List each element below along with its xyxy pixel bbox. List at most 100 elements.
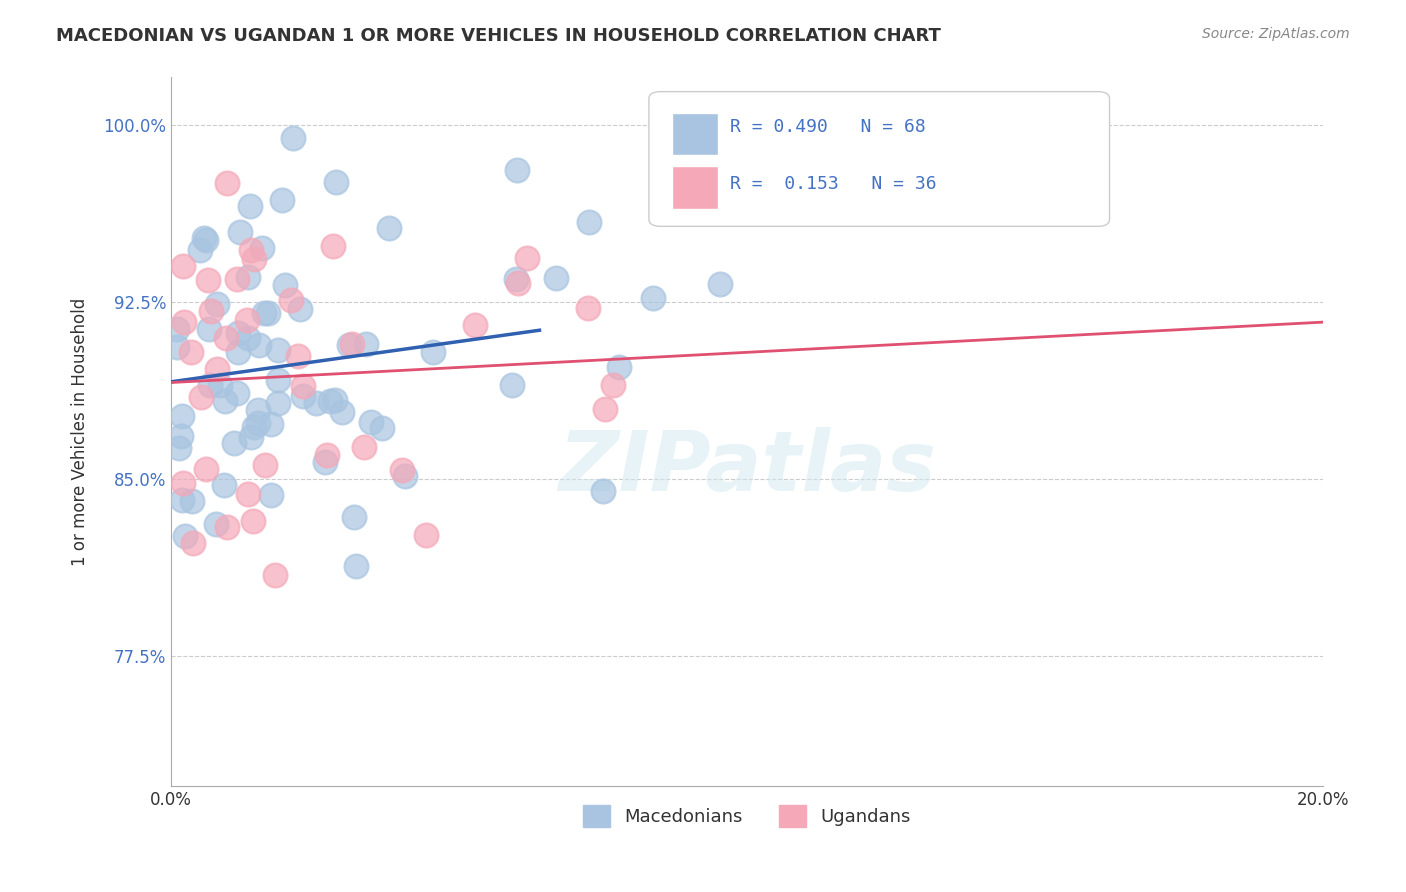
- Point: [170, 429, 193, 443]
- Point: [267, 373, 290, 387]
- Text: Source: ZipAtlas.com: Source: ZipAtlas.com: [1202, 27, 1350, 41]
- Point: [274, 278, 297, 293]
- Point: [194, 233, 217, 247]
- Point: [172, 409, 194, 423]
- Point: [516, 252, 538, 266]
- Point: [243, 420, 266, 434]
- Point: [292, 389, 315, 403]
- Point: [217, 177, 239, 191]
- Point: [181, 535, 204, 549]
- Legend: Macedonians, Ugandans: Macedonians, Ugandans: [575, 797, 918, 834]
- Point: [238, 487, 260, 501]
- Point: [271, 193, 294, 207]
- Text: R = 0.490   N = 68: R = 0.490 N = 68: [730, 118, 925, 136]
- Point: [422, 344, 444, 359]
- Point: [180, 344, 202, 359]
- Point: [576, 301, 599, 316]
- Y-axis label: 1 or more Vehicles in Household: 1 or more Vehicles in Household: [72, 298, 89, 566]
- Point: [193, 230, 215, 244]
- Point: [239, 199, 262, 213]
- Point: [343, 509, 366, 524]
- Point: [464, 318, 486, 332]
- Point: [198, 378, 221, 392]
- Point: [242, 514, 264, 528]
- Point: [709, 277, 731, 291]
- Point: [197, 273, 219, 287]
- Bar: [672, 113, 718, 155]
- Point: [257, 306, 280, 320]
- Point: [166, 322, 188, 336]
- Point: [370, 421, 392, 435]
- Point: [316, 448, 339, 462]
- Point: [180, 494, 202, 508]
- Point: [391, 463, 413, 477]
- Point: [226, 326, 249, 341]
- Point: [290, 301, 312, 316]
- Point: [167, 441, 190, 455]
- Point: [378, 220, 401, 235]
- Point: [266, 396, 288, 410]
- Point: [353, 440, 375, 454]
- Point: [280, 293, 302, 307]
- Point: [166, 340, 188, 354]
- Point: [194, 462, 217, 476]
- Point: [243, 252, 266, 266]
- FancyBboxPatch shape: [650, 92, 1109, 227]
- Point: [607, 359, 630, 374]
- Text: ZIPatlas: ZIPatlas: [558, 427, 936, 508]
- Point: [208, 377, 231, 392]
- Point: [236, 270, 259, 285]
- Point: [170, 493, 193, 508]
- Point: [173, 315, 195, 329]
- Point: [214, 393, 236, 408]
- Point: [337, 338, 360, 352]
- Point: [260, 417, 283, 432]
- Point: [205, 517, 228, 532]
- Point: [578, 215, 600, 229]
- Point: [215, 520, 238, 534]
- Point: [505, 272, 527, 286]
- Point: [501, 378, 523, 392]
- Point: [212, 478, 235, 492]
- Point: [394, 469, 416, 483]
- Point: [200, 304, 222, 318]
- Point: [222, 436, 245, 450]
- Point: [602, 378, 624, 392]
- Point: [263, 568, 285, 582]
- Point: [260, 488, 283, 502]
- Point: [253, 458, 276, 473]
- Point: [283, 131, 305, 145]
- Point: [172, 475, 194, 490]
- Point: [246, 402, 269, 417]
- Point: [207, 297, 229, 311]
- Point: [266, 343, 288, 358]
- Point: [546, 271, 568, 285]
- Text: R =  0.153   N = 36: R = 0.153 N = 36: [730, 175, 936, 193]
- Point: [174, 529, 197, 543]
- Point: [225, 386, 247, 401]
- Point: [236, 331, 259, 345]
- Bar: [672, 166, 718, 209]
- Point: [229, 225, 252, 239]
- Point: [205, 362, 228, 376]
- Point: [249, 338, 271, 352]
- Point: [287, 350, 309, 364]
- Point: [240, 430, 263, 444]
- Point: [325, 175, 347, 189]
- Point: [250, 241, 273, 255]
- Point: [225, 272, 247, 286]
- Point: [314, 455, 336, 469]
- Point: [215, 330, 238, 344]
- Point: [342, 337, 364, 351]
- Point: [292, 379, 315, 393]
- Point: [239, 243, 262, 257]
- Point: [360, 415, 382, 429]
- Point: [506, 163, 529, 178]
- Point: [246, 417, 269, 431]
- Point: [172, 259, 194, 273]
- Point: [643, 291, 665, 305]
- Text: MACEDONIAN VS UGANDAN 1 OR MORE VEHICLES IN HOUSEHOLD CORRELATION CHART: MACEDONIAN VS UGANDAN 1 OR MORE VEHICLES…: [56, 27, 941, 45]
- Point: [253, 306, 276, 320]
- Point: [190, 390, 212, 404]
- Point: [319, 394, 342, 409]
